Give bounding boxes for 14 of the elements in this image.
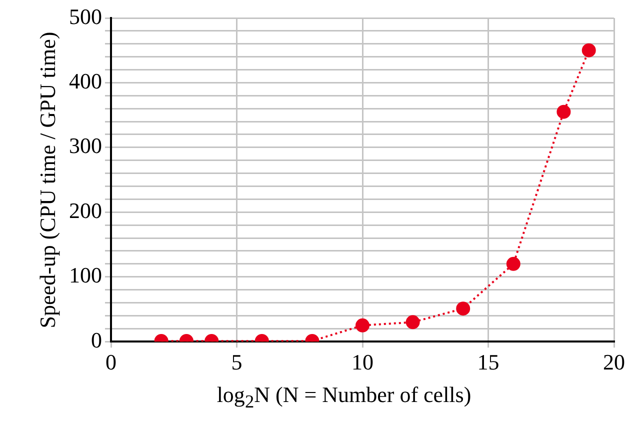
x-axis-title: log$_{2}$N (N = Number of cells)	[216, 382, 472, 412]
y-tick-label: 0	[91, 327, 102, 352]
y-tick-label: 400	[69, 68, 102, 94]
y-axis-title: Speed-up (CPU time / GPU time)	[35, 32, 61, 328]
y-tick-label: 100	[69, 262, 102, 288]
y-tick-label: 500	[69, 4, 102, 29]
y-tick-label: 300	[69, 133, 102, 158]
point	[582, 43, 596, 58]
x-tick-label: 10	[352, 350, 374, 375]
x-tick-label: 20	[603, 350, 625, 375]
x-tick-label: 5	[231, 350, 242, 375]
x-tick-label: 15	[477, 350, 500, 375]
point	[556, 104, 571, 119]
y-tick-label: 200	[69, 198, 102, 223]
